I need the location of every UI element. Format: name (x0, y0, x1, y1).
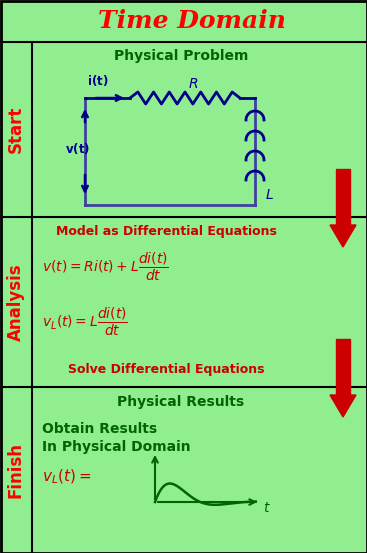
Text: $\mathbf{\mathit{L}}$: $\mathbf{\mathit{L}}$ (265, 188, 273, 202)
Text: Physical Results: Physical Results (117, 395, 244, 409)
Text: $\mathbf{\mathit{t}}$: $\mathbf{\mathit{t}}$ (263, 501, 271, 515)
Text: Model as Differential Equations: Model as Differential Equations (55, 226, 276, 238)
Text: $\mathit{\mathbf{v(t)}}$: $\mathit{\mathbf{v(t)}}$ (65, 140, 90, 155)
Text: $\mathbf{\mathit{v_L(t) = L\dfrac{di(t)}{dt}}}$: $\mathbf{\mathit{v_L(t) = L\dfrac{di(t)}… (42, 306, 128, 338)
Text: Time Domain: Time Domain (98, 9, 286, 33)
Text: $\mathbf{\mathit{v(t) = Ri(t) + L\dfrac{di(t)}{dt}}}$: $\mathbf{\mathit{v(t) = Ri(t) + L\dfrac{… (42, 251, 169, 283)
Text: In Physical Domain: In Physical Domain (42, 440, 190, 454)
Text: $\mathbf{\mathit{R}}$: $\mathbf{\mathit{R}}$ (188, 77, 198, 91)
Text: Start: Start (7, 106, 25, 153)
Text: Solve Differential Equations: Solve Differential Equations (68, 363, 264, 375)
Bar (336, 169, 350, 225)
Text: Analysis: Analysis (7, 263, 25, 341)
Bar (336, 339, 350, 395)
Text: Physical Problem: Physical Problem (114, 49, 248, 63)
Text: Finish: Finish (7, 442, 25, 498)
Polygon shape (330, 395, 356, 417)
Text: $\mathit{\mathbf{i(t)}}$: $\mathit{\mathbf{i(t)}}$ (87, 73, 108, 88)
Text: Obtain Results: Obtain Results (42, 422, 157, 436)
Polygon shape (330, 225, 356, 247)
Text: $\mathbf{\mathit{v_L(t) = }}$: $\mathbf{\mathit{v_L(t) = }}$ (42, 468, 91, 486)
